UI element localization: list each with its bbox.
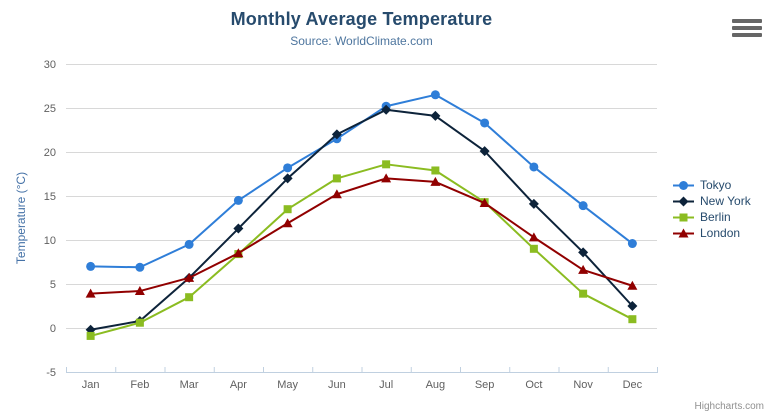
series-tokyo: [86, 90, 637, 272]
data-point[interactable]: [628, 315, 637, 324]
data-point[interactable]: [283, 163, 293, 173]
legend-label: Berlin: [700, 209, 731, 224]
data-point[interactable]: [627, 280, 638, 290]
chart-subtitle: Source: WorldClimate.com: [290, 34, 433, 48]
legend: Tokyo New York Berlin London: [673, 178, 751, 242]
export-menu-button[interactable]: [732, 19, 762, 37]
data-point[interactable]: [528, 232, 539, 242]
y-axis-tick-label: 5: [50, 279, 56, 291]
legend-marker-square-icon: [673, 213, 694, 221]
y-axis-tick-label: 10: [44, 235, 56, 247]
series-line[interactable]: [89, 93, 634, 269]
data-point[interactable]: [480, 118, 490, 128]
legend-item-london[interactable]: London: [673, 225, 751, 240]
data-point[interactable]: [382, 160, 391, 169]
data-point[interactable]: [331, 129, 342, 140]
legend-item-tokyo[interactable]: Tokyo: [673, 177, 751, 192]
legend-label: London: [700, 225, 741, 240]
x-axis-tick-label: Mar: [180, 379, 199, 391]
x-axis-tick-label: Jul: [379, 379, 393, 391]
legend-marker-diamond-icon: [673, 196, 694, 206]
legend-marker-circle-icon: [673, 180, 694, 190]
legend-marker-triangle-icon: [673, 228, 694, 237]
series-new-york: [85, 104, 638, 335]
data-point[interactable]: [233, 223, 244, 234]
data-point[interactable]: [627, 301, 638, 311]
data-point[interactable]: [479, 198, 490, 208]
data-point[interactable]: [529, 162, 539, 172]
series-line[interactable]: [89, 163, 634, 337]
data-point[interactable]: [381, 104, 392, 115]
data-point[interactable]: [381, 173, 392, 183]
data-point[interactable]: [579, 289, 588, 298]
data-point[interactable]: [233, 195, 243, 205]
data-point[interactable]: [283, 205, 292, 214]
y-axis-tick-label: -5: [46, 367, 56, 379]
data-point[interactable]: [185, 293, 194, 302]
data-point[interactable]: [479, 146, 490, 157]
data-point[interactable]: [85, 288, 96, 298]
y-axis-tick-label: 25: [44, 103, 56, 115]
y-axis-tick-label: 0: [50, 323, 56, 335]
data-point[interactable]: [282, 173, 293, 184]
data-point[interactable]: [135, 318, 144, 327]
y-axis-title: Temperature (°C): [14, 172, 28, 264]
data-point[interactable]: [134, 286, 145, 296]
x-axis-tick-label: Dec: [623, 379, 643, 391]
x-axis-tick-label: May: [277, 379, 298, 391]
hamburger-icon: [732, 19, 762, 23]
credits-link[interactable]: Highcharts.com: [694, 401, 764, 412]
data-point[interactable]: [430, 110, 441, 121]
data-point[interactable]: [233, 248, 244, 258]
series-london: [85, 173, 638, 298]
hamburger-icon: [732, 33, 762, 37]
data-point[interactable]: [627, 239, 637, 249]
data-point[interactable]: [135, 262, 145, 272]
legend-item-new-york[interactable]: New York: [673, 193, 751, 208]
data-point[interactable]: [578, 247, 589, 258]
x-axis-tick-label: Jan: [82, 379, 100, 391]
data-point[interactable]: [184, 239, 194, 249]
x-axis-tick-label: Jun: [328, 379, 346, 391]
data-point[interactable]: [578, 264, 589, 274]
data-point[interactable]: [86, 331, 95, 340]
series-line[interactable]: [89, 177, 634, 295]
hamburger-icon: [732, 26, 762, 30]
data-point[interactable]: [431, 166, 440, 175]
data-point[interactable]: [332, 174, 341, 183]
data-point[interactable]: [430, 176, 441, 186]
data-point[interactable]: [282, 218, 293, 228]
chart-title: Monthly Average Temperature: [230, 9, 493, 29]
y-axis-tick-label: 30: [44, 59, 56, 71]
y-axis-tick-label: 15: [44, 191, 56, 203]
data-point[interactable]: [528, 198, 539, 209]
data-point[interactable]: [331, 189, 342, 199]
x-axis-tick-label: Oct: [525, 379, 542, 391]
legend-label: New York: [700, 193, 751, 208]
legend-item-berlin[interactable]: Berlin: [673, 209, 751, 224]
legend-label: Tokyo: [700, 177, 732, 192]
x-axis-tick-label: Feb: [130, 379, 149, 391]
data-point[interactable]: [184, 272, 195, 282]
series-line[interactable]: [89, 108, 634, 331]
x-axis-tick-label: Sep: [475, 379, 495, 391]
data-point[interactable]: [578, 201, 588, 211]
y-axis-tick-label: 20: [44, 147, 56, 159]
x-axis-tick-label: Aug: [426, 379, 446, 391]
x-axis-tick-label: Apr: [230, 379, 247, 391]
data-point[interactable]: [529, 244, 538, 253]
data-point[interactable]: [86, 261, 96, 271]
data-point[interactable]: [430, 90, 440, 100]
x-axis-tick-label: Nov: [573, 379, 593, 391]
